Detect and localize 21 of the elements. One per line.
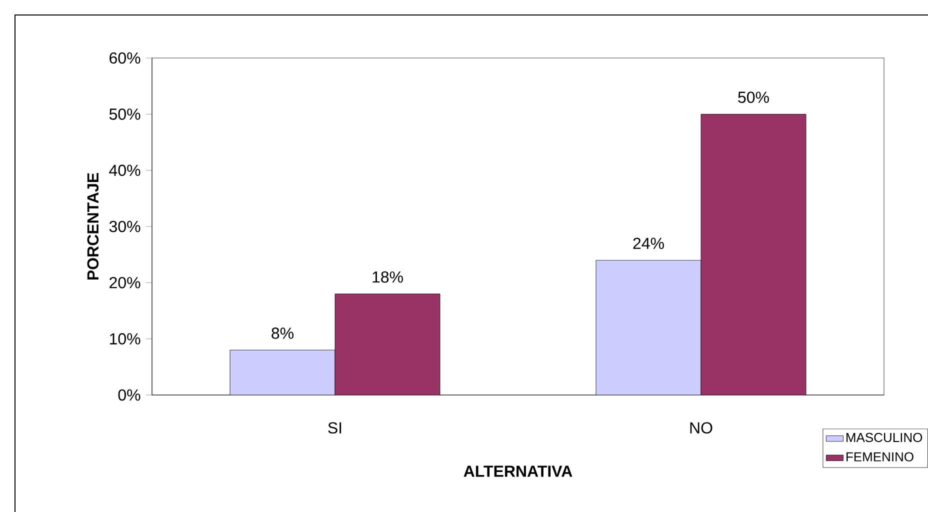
bar	[596, 260, 702, 395]
bar	[335, 294, 440, 395]
bar	[700, 114, 806, 395]
y-tick-label: 60%	[110, 52, 140, 64]
x-tick-label: SI	[328, 422, 342, 434]
y-tick-label: 40%	[109, 164, 140, 176]
y-tick-label: 30%	[109, 220, 140, 232]
data-label: 18%	[372, 271, 403, 283]
y-tick-label: 0%	[118, 389, 140, 401]
data-label: 50%	[738, 92, 769, 103]
x-axis-title: ALTERNATIVA	[464, 466, 572, 477]
data-label: 24%	[633, 238, 664, 249]
data-label: 8%	[272, 328, 294, 339]
legend-label: FEMENINO	[846, 452, 914, 462]
legend-label: MASCULINO	[846, 432, 922, 442]
x-tick-label: NO	[690, 422, 712, 434]
y-axis-title: PORCENTAJE	[87, 173, 99, 280]
bar	[230, 350, 336, 395]
y-tick-label: 50%	[109, 108, 140, 120]
y-tick-label: 10%	[110, 333, 140, 344]
y-tick-label: 20%	[110, 277, 140, 288]
